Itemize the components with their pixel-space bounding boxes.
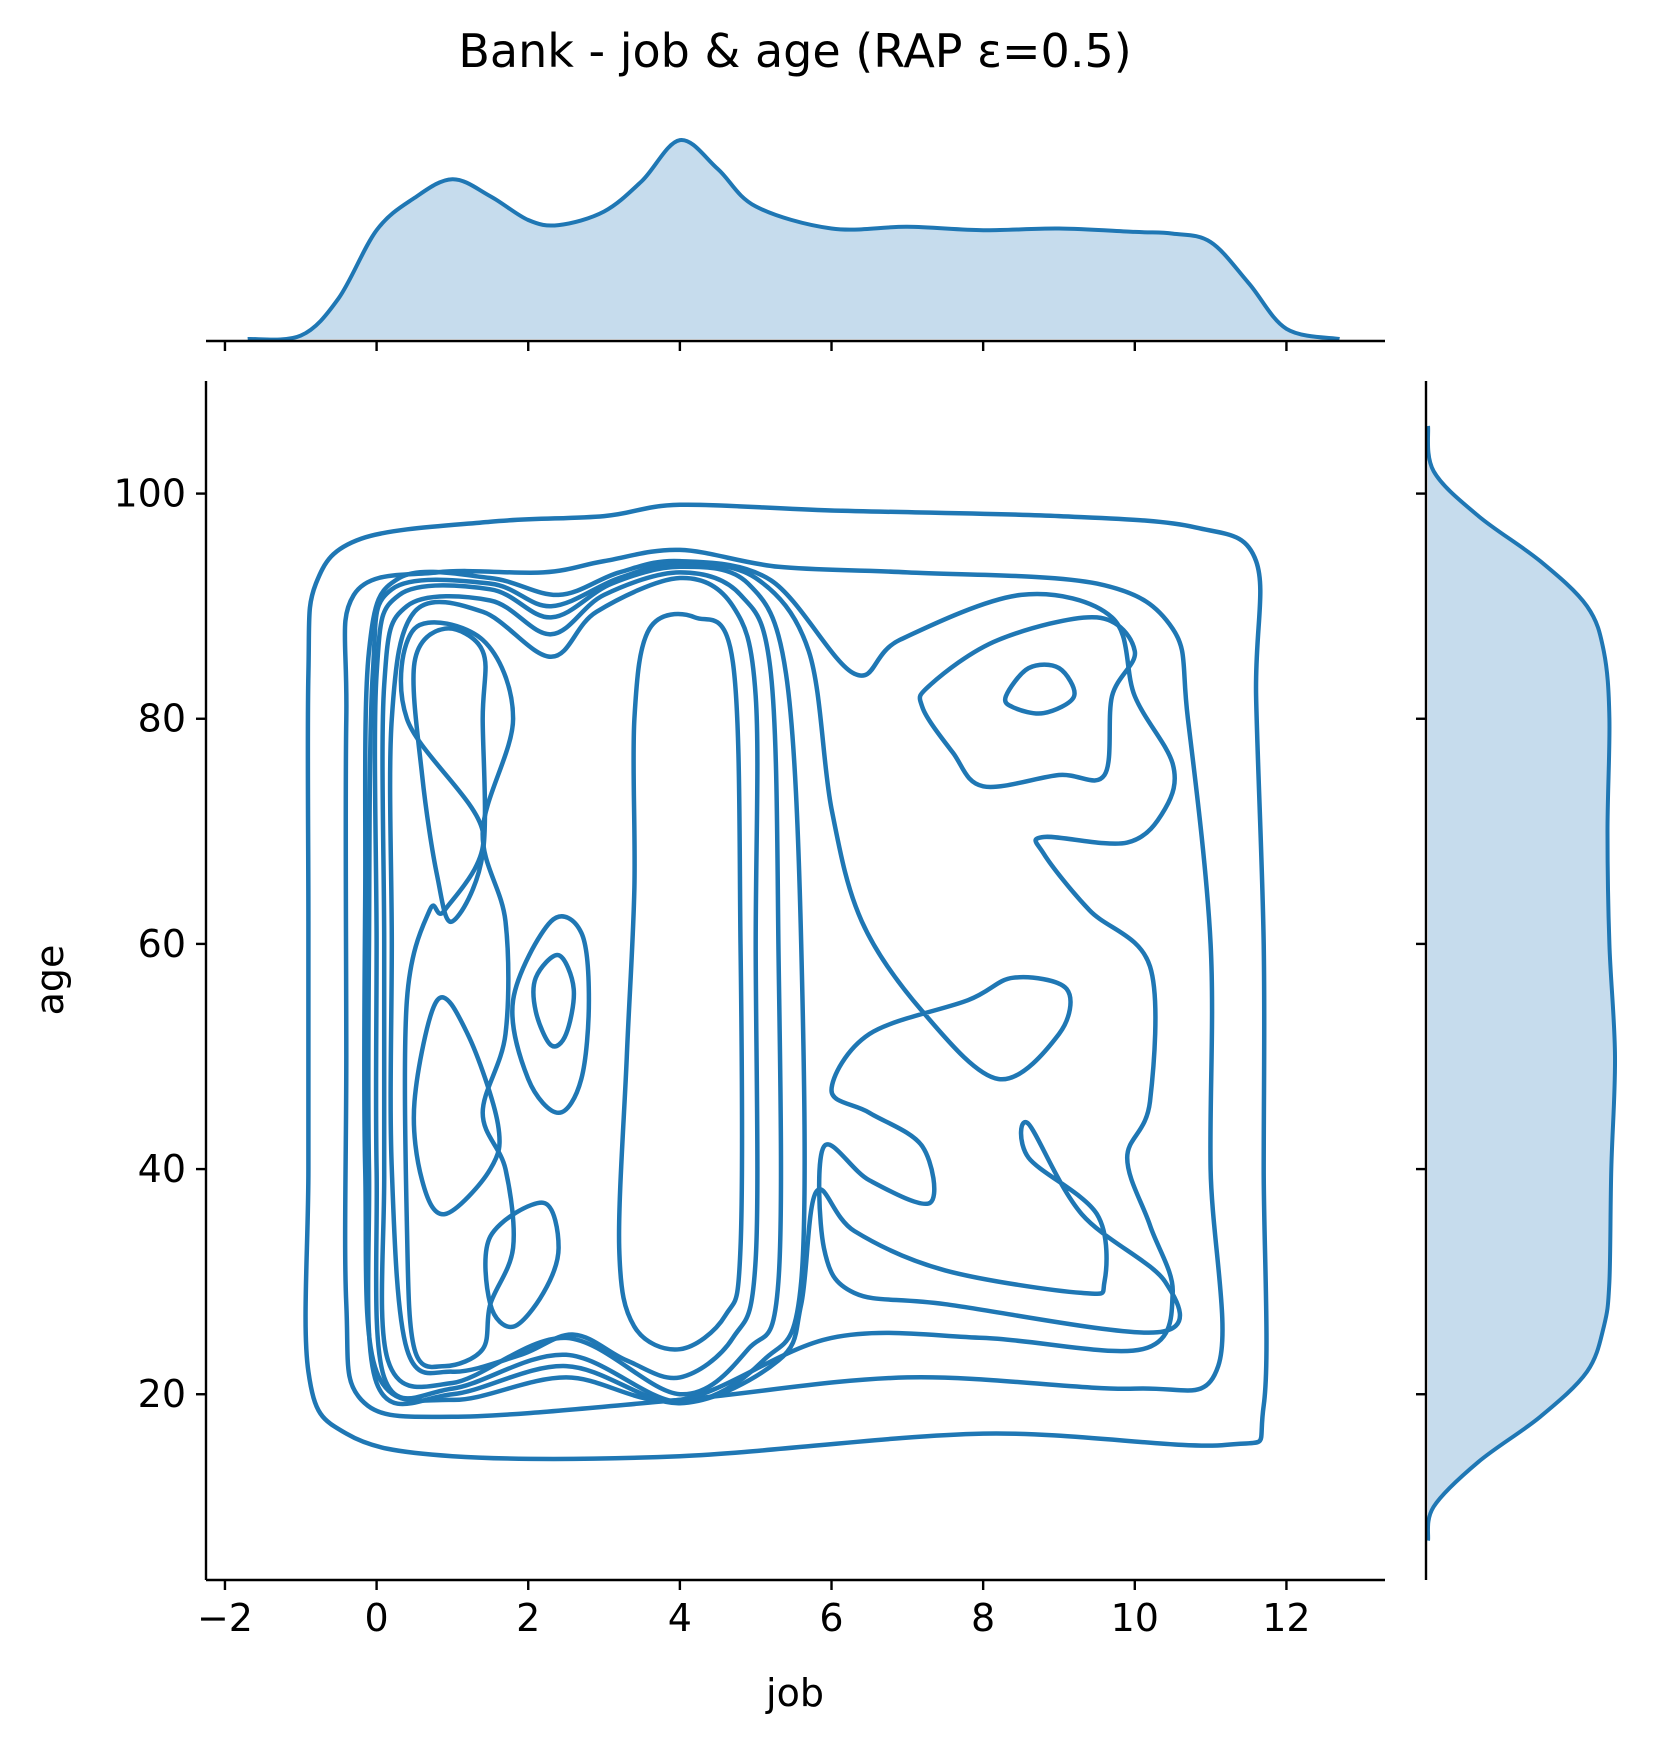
chart-title: Bank - job & age (RAP ε=0.5) bbox=[458, 24, 1131, 78]
contour-line-5 bbox=[379, 570, 784, 1397]
right-marginal-line bbox=[1425, 425, 1618, 1541]
y-axis-ticks: 20 40 60 80 100 bbox=[113, 472, 206, 1416]
y-tick-label: 80 bbox=[138, 697, 186, 741]
x-tick-label: 2 bbox=[516, 1596, 540, 1640]
joint-plot-area: −2 0 2 4 6 8 10 12 20 40 60 80 100 bbox=[113, 381, 1385, 1640]
right-marginal-ticks bbox=[1416, 492, 1426, 1396]
x-tick-label: 6 bbox=[819, 1596, 843, 1640]
contour-line-2 bbox=[361, 558, 1177, 1404]
x-tick-label: 0 bbox=[365, 1596, 389, 1640]
y-tick-label: 60 bbox=[138, 922, 186, 966]
right-marginal-density bbox=[1416, 381, 1618, 1580]
contour-line-7 bbox=[398, 620, 516, 1370]
top-marginal-line bbox=[247, 138, 1340, 342]
contour-line-6 bbox=[387, 575, 760, 1381]
x-tick-label: 12 bbox=[1262, 1596, 1310, 1640]
x-tick-label: 4 bbox=[668, 1596, 692, 1640]
x-tick-label: 10 bbox=[1111, 1596, 1159, 1640]
top-marginal-density bbox=[206, 138, 1385, 351]
top-marginal-fill bbox=[247, 139, 1340, 340]
contour-line-0 bbox=[303, 502, 1269, 1462]
y-tick-label: 20 bbox=[138, 1372, 186, 1416]
x-axis-label: job bbox=[765, 1671, 824, 1715]
y-tick-label: 40 bbox=[138, 1147, 186, 1191]
contour-line-11 bbox=[510, 914, 592, 1116]
x-tick-label: 8 bbox=[971, 1596, 995, 1640]
contour-line-4 bbox=[372, 564, 807, 1405]
contour-line-10 bbox=[411, 995, 502, 1217]
contour-line-9 bbox=[411, 626, 488, 924]
right-marginal-fill bbox=[1427, 426, 1616, 1541]
contour-line-12 bbox=[531, 952, 577, 1049]
x-tick-label: −2 bbox=[197, 1596, 253, 1640]
contour-line-8 bbox=[616, 611, 745, 1352]
contour-line-1 bbox=[342, 547, 1225, 1420]
kde-contours bbox=[303, 502, 1269, 1462]
y-axis-label: age bbox=[28, 945, 72, 1016]
contour-line-15 bbox=[1002, 662, 1077, 716]
top-marginal-ticks bbox=[223, 341, 1288, 351]
contour-line-14 bbox=[917, 614, 1138, 790]
contour-line-13 bbox=[483, 1200, 561, 1330]
y-tick-label: 100 bbox=[113, 472, 186, 516]
x-axis-ticks: −2 0 2 4 6 8 10 12 bbox=[197, 1580, 1311, 1640]
